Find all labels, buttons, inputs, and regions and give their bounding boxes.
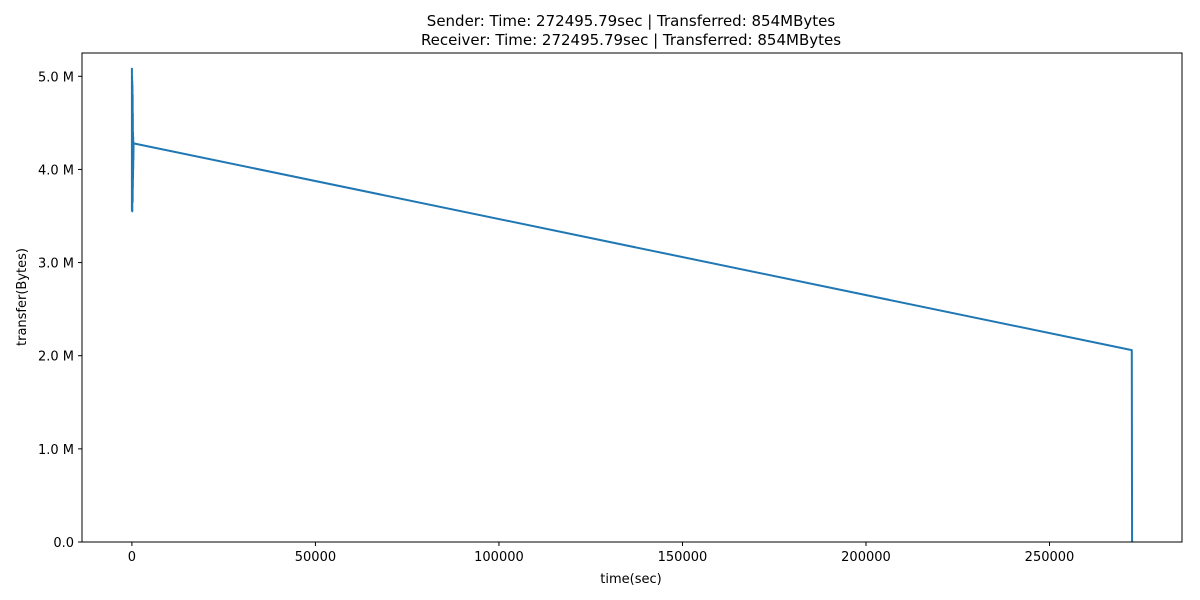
y-tick-label: 3.0 M: [38, 257, 74, 272]
x-tick-label: 0: [128, 550, 136, 565]
y-tick-label: 1.0 M: [38, 443, 74, 458]
y-tick-label: 2.0 M: [38, 350, 74, 365]
plot-frame: [81, 52, 1183, 543]
x-tick-label: 100000: [474, 550, 524, 565]
x-tick-label: 200000: [841, 550, 891, 565]
x-axis-label: time(sec): [600, 572, 661, 587]
chart-title-line2: Receiver: Time: 272495.79sec | Transferr…: [421, 31, 841, 49]
y-axis-label: transfer(Bytes): [15, 248, 30, 346]
y-tick-label: 0.0: [53, 536, 74, 551]
chart-title-line1: Sender: Time: 272495.79sec | Transferred…: [427, 12, 836, 30]
series-line: [130, 67, 1134, 543]
x-tick-label: 250000: [1025, 550, 1075, 565]
series-layer: [130, 67, 1134, 543]
x-tick-label: 50000: [295, 550, 336, 565]
y-tick-label: 4.0 M: [38, 163, 74, 178]
x-tick-label: 150000: [658, 550, 708, 565]
y-tick-label: 5.0 M: [38, 70, 74, 85]
x-axis-ticks: 0 50000 100000 150000 200000 250000: [128, 542, 1075, 565]
y-axis-ticks: 0.0 1.0 M 2.0 M 3.0 M 4.0 M 5.0 M: [38, 70, 82, 551]
